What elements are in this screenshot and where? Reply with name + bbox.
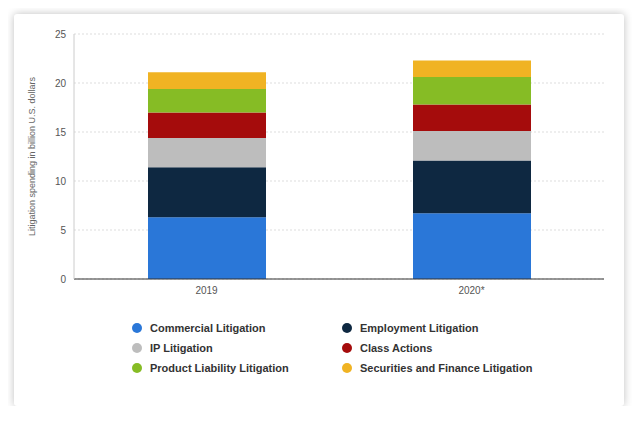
svg-text:20: 20 [55, 78, 67, 89]
svg-text:5: 5 [60, 225, 66, 236]
html-text:Product Liability Litigation: Product Liability Litigation [150, 362, 289, 374]
svg-text:25: 25 [55, 29, 67, 40]
html-text:IP Litigation: IP Litigation [150, 342, 213, 354]
svg-text:2019: 2019 [195, 285, 218, 296]
html-text:Employment Litigation: Employment Litigation [360, 322, 479, 334]
svg-text:15: 15 [55, 127, 67, 138]
html-text:Class Actions: Class Actions [360, 342, 433, 354]
svg-text:0: 0 [60, 274, 66, 285]
svg-text:2020*: 2020* [458, 285, 484, 296]
html-text:Securities and Finance Litigat: Securities and Finance Litigation [360, 362, 533, 374]
svg-text:10: 10 [55, 176, 67, 187]
svg-text:Litigation spending in billion: Litigation spending in billion U.S. doll… [27, 76, 37, 236]
html-text:Commercial Litigation: Commercial Litigation [150, 322, 266, 334]
